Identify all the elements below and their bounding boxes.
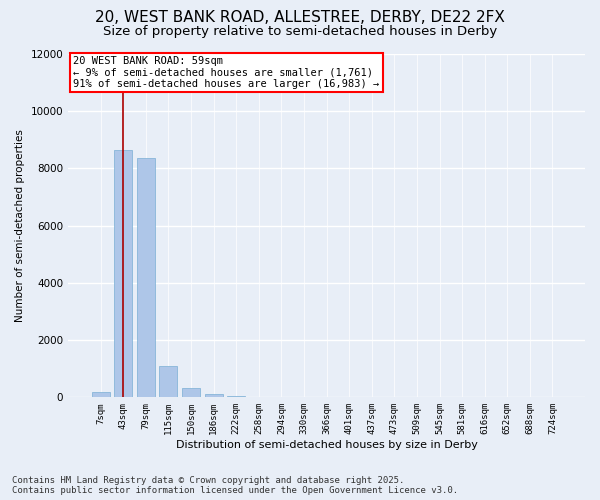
Bar [160,366,178,398]
Bar [114,150,133,398]
Text: 20 WEST BANK ROAD: 59sqm
← 9% of semi-detached houses are smaller (1,761)
91% of: 20 WEST BANK ROAD: 59sqm ← 9% of semi-de… [73,56,380,89]
Bar [137,158,155,398]
Text: 20, WEST BANK ROAD, ALLESTREE, DERBY, DE22 2FX: 20, WEST BANK ROAD, ALLESTREE, DERBY, DE… [95,10,505,25]
Bar [92,392,110,398]
Text: Size of property relative to semi-detached houses in Derby: Size of property relative to semi-detach… [103,25,497,38]
Y-axis label: Number of semi-detached properties: Number of semi-detached properties [15,129,25,322]
X-axis label: Distribution of semi-detached houses by size in Derby: Distribution of semi-detached houses by … [176,440,478,450]
Bar [205,394,223,398]
Text: Contains HM Land Registry data © Crown copyright and database right 2025.
Contai: Contains HM Land Registry data © Crown c… [12,476,458,495]
Bar [182,388,200,398]
Bar [227,396,245,398]
